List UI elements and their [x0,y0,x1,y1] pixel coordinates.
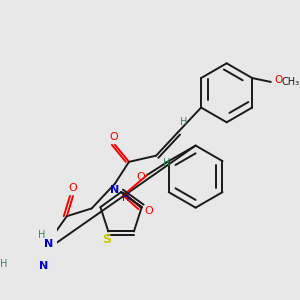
Text: O: O [144,206,153,216]
Text: H: H [163,158,171,168]
Text: H: H [180,116,188,127]
Text: N: N [39,261,48,271]
Text: S: S [102,233,111,246]
Text: H: H [38,230,46,240]
Text: H: H [122,193,130,202]
Text: O: O [136,172,145,182]
Text: O: O [109,132,118,142]
Text: N: N [110,185,120,195]
Text: N: N [44,239,53,249]
Text: H: H [0,259,7,269]
Text: O: O [69,183,77,193]
Text: O: O [274,75,283,85]
Text: CH₃: CH₃ [282,77,300,87]
